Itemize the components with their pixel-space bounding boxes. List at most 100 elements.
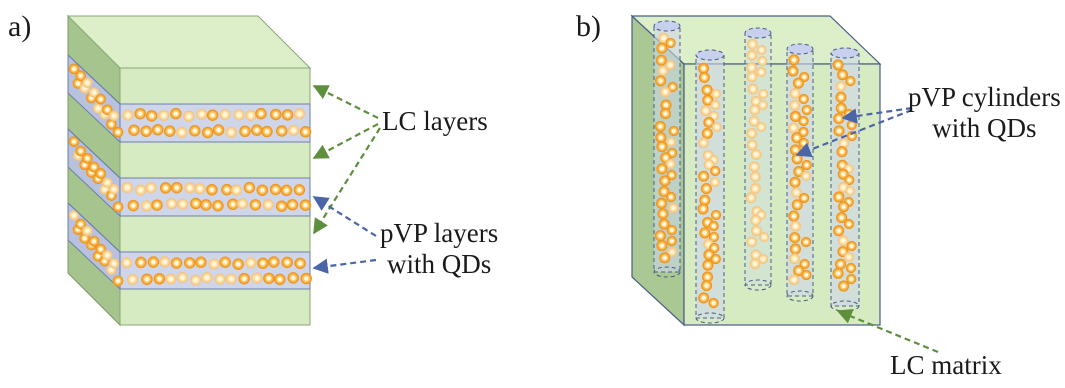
quantum-dot-core (671, 129, 676, 133)
lc-layers-label: LC layers (382, 106, 488, 136)
quantum-dot (151, 199, 163, 211)
quantum-dot-core (193, 278, 198, 283)
quantum-dot-core (216, 127, 221, 133)
quantum-dot-core (222, 112, 228, 117)
quantum-dot (206, 184, 218, 196)
quantum-dot (654, 120, 666, 132)
quantum-dot-core (801, 97, 806, 101)
pvp-cylinders-arrow (841, 106, 913, 124)
cylinder-top (744, 27, 772, 39)
quantum-dot (270, 108, 282, 121)
quantum-dot (838, 201, 850, 213)
quantum-dot (758, 89, 769, 100)
quantum-dot-core (711, 224, 716, 228)
quantum-dot (833, 125, 845, 137)
quantum-dot (233, 109, 245, 121)
quantum-dot-core (304, 276, 309, 281)
quantum-dot (239, 125, 251, 138)
quantum-dot-core (753, 218, 758, 223)
quantum-dot (843, 251, 854, 262)
quantum-dot (189, 125, 201, 137)
quantum-dot-core (111, 113, 117, 118)
quantum-dot (793, 265, 805, 277)
quantum-dot (68, 210, 80, 221)
quantum-dot-core (131, 128, 137, 133)
quantum-dot (833, 191, 845, 203)
quantum-dot-core (750, 142, 755, 147)
quantum-dot (293, 108, 306, 120)
quantum-dot-core (705, 131, 710, 136)
quantum-dot-core (706, 242, 711, 247)
panel-a-letter: a) (8, 10, 32, 43)
quantum-dot (845, 75, 856, 87)
quantum-dot (159, 256, 171, 268)
quantum-dot-core (712, 114, 716, 118)
quantum-dot-core (791, 213, 796, 219)
quantum-dot (750, 214, 762, 226)
quantum-dot-core (285, 112, 290, 118)
quantum-dot-core (215, 203, 221, 208)
quantum-dot (665, 37, 676, 49)
quantum-dot (789, 176, 801, 188)
lc-layers-arrow (313, 127, 381, 235)
quantum-dot-core (714, 92, 719, 96)
quantum-dot-core (71, 213, 77, 218)
quantum-dot-core (752, 107, 757, 113)
quantum-dot (287, 272, 299, 284)
quantum-dot-core (662, 222, 667, 227)
quantum-dot-core (712, 246, 717, 250)
quantum-dot-core (298, 261, 303, 266)
quantum-dot (758, 253, 769, 264)
quantum-dot (788, 274, 800, 286)
quantum-dot-core (663, 89, 668, 95)
quantum-dot (832, 267, 844, 279)
quantum-dot (666, 224, 677, 236)
quantum-dot (165, 273, 177, 285)
quantum-dot-core (761, 92, 766, 96)
quantum-dot (801, 269, 812, 281)
quantum-dot-core (804, 240, 809, 244)
quantum-dot (703, 116, 715, 128)
quantum-dot (262, 199, 274, 211)
quantum-dot-core (748, 195, 754, 200)
cylinder-bottom (653, 266, 681, 278)
quantum-dot (799, 258, 810, 270)
quantum-dot (140, 125, 152, 138)
quantum-dot (121, 257, 133, 269)
quantum-dot (108, 184, 120, 195)
quantum-dot (666, 235, 677, 247)
quantum-dot-core (796, 268, 801, 273)
quantum-dot (788, 122, 799, 134)
quantum-dot (801, 159, 812, 171)
quantum-dot (789, 99, 801, 111)
quantum-dot (176, 271, 189, 284)
quantum-dot-core (670, 151, 675, 155)
quantum-dot (697, 62, 710, 74)
quantum-dot-core (701, 140, 706, 146)
quantum-dot (844, 174, 855, 186)
quantum-dot-core (224, 187, 230, 192)
quantum-dot (711, 89, 722, 100)
quantum-dot (299, 126, 312, 138)
quantum-dot-core (138, 111, 143, 116)
quantum-dot-core (713, 169, 718, 173)
quantum-dot (801, 104, 812, 116)
quantum-dot (710, 165, 721, 177)
quantum-dot-core (205, 130, 210, 135)
quantum-dot (746, 128, 758, 139)
quantum-dot (836, 212, 848, 224)
quantum-dot (654, 230, 666, 242)
quantum-dot (81, 152, 93, 164)
quantum-dot (221, 183, 233, 196)
lc-layer-front (119, 215, 311, 253)
quantum-dot-core (754, 228, 759, 233)
quantum-dot (789, 243, 801, 255)
quantum-dot-core (668, 41, 673, 45)
quantum-dot (159, 182, 172, 194)
quantum-dot (201, 271, 213, 284)
quantum-dot (177, 198, 189, 210)
quantum-dot (263, 272, 275, 285)
quantum-dot (749, 258, 761, 270)
quantum-dot (108, 258, 120, 269)
